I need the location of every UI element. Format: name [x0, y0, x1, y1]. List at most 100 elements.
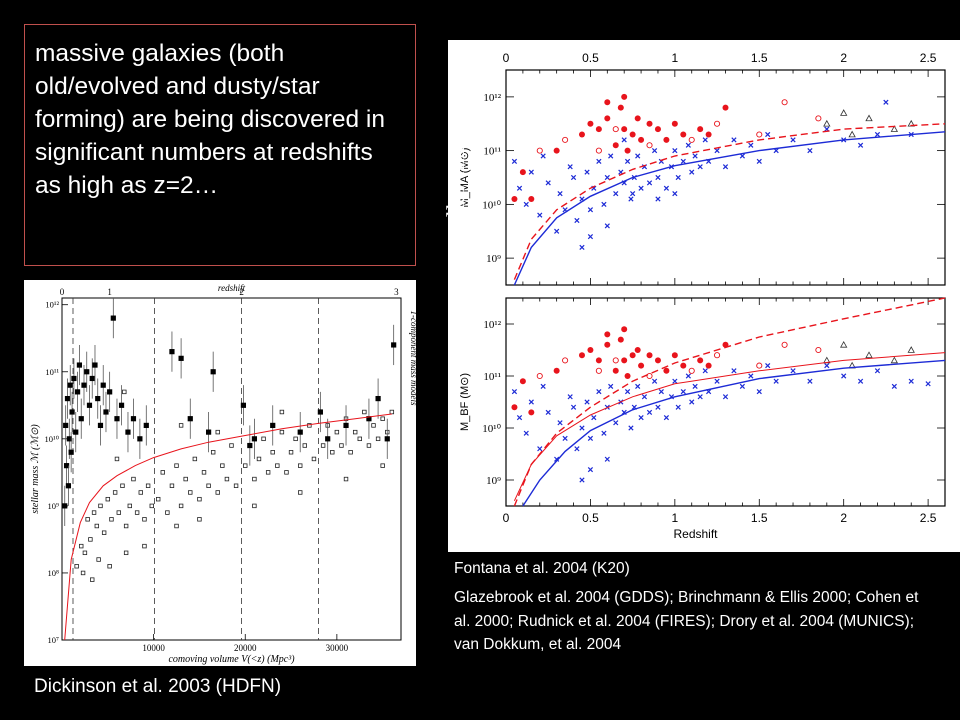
- galaxy-point: [215, 429, 220, 435]
- galaxy-point: [714, 120, 721, 127]
- plot-frame: [505, 69, 946, 286]
- galaxy-point: [748, 373, 754, 379]
- galaxy-point: [587, 207, 594, 213]
- galaxy-point: [112, 490, 118, 495]
- galaxy-point: [840, 340, 848, 348]
- galaxy-point: [663, 414, 670, 421]
- x-tick-label: 2.5: [920, 511, 937, 525]
- galaxy-point: [773, 378, 779, 384]
- galaxy-point: [680, 362, 687, 369]
- galaxy-point: [579, 477, 585, 483]
- galaxy-point: [330, 450, 335, 455]
- summary-text: massive galaxies (both old/evolved and d…: [35, 40, 385, 199]
- galaxy-point: [655, 174, 661, 181]
- galaxy-point: [251, 436, 258, 442]
- galaxy-point: [240, 402, 247, 408]
- galaxy-point: [89, 375, 95, 382]
- galaxy-point: [122, 389, 127, 395]
- galaxy-point: [537, 446, 543, 452]
- galaxy-point: [110, 315, 116, 321]
- galaxy-point: [553, 367, 560, 374]
- galaxy-point: [325, 436, 331, 442]
- galaxy-point: [574, 446, 580, 452]
- galaxy-point: [265, 470, 271, 475]
- galaxy-point: [174, 463, 179, 468]
- galaxy-point: [389, 409, 395, 415]
- galaxy-point: [261, 436, 266, 442]
- galaxy-point: [765, 362, 771, 369]
- galaxy-point: [689, 399, 695, 405]
- galaxy-point: [595, 357, 602, 364]
- galaxy-point: [380, 463, 385, 468]
- galaxy-point: [655, 404, 661, 410]
- x-tick-label: 0: [503, 511, 510, 525]
- series-blue-line: [513, 131, 946, 286]
- galaxy-point: [270, 450, 275, 455]
- galaxy-point: [302, 443, 307, 448]
- series-open-triangle: [823, 109, 915, 138]
- galaxy-point: [672, 148, 678, 154]
- galaxy-point: [612, 126, 619, 133]
- galaxy-point: [635, 153, 641, 159]
- galaxy-point: [629, 131, 636, 138]
- galaxy-point: [672, 378, 678, 384]
- galaxy-point: [841, 373, 847, 379]
- galaxy-point: [334, 429, 340, 435]
- galaxy-point: [156, 496, 161, 502]
- galaxy-point: [671, 352, 678, 359]
- galaxy-point: [252, 503, 257, 509]
- y-axis-label: M_MA (M⊙): [459, 148, 471, 208]
- galaxy-point: [646, 409, 653, 416]
- galaxy-point: [187, 416, 193, 422]
- fontana-chart-panel: 0 0.5 1 1.5 2 2.5 10⁹ 10¹⁰ 10¹¹ 10¹² M_MA (M⊙) 10⁹ 1…: [448, 40, 960, 552]
- galaxy-point: [621, 357, 628, 364]
- galaxy-point: [545, 180, 551, 186]
- galaxy-point: [579, 244, 585, 250]
- galaxy-point: [554, 228, 560, 234]
- galaxy-point: [94, 523, 100, 529]
- galaxy-point: [604, 115, 611, 122]
- galaxy-point: [243, 463, 248, 468]
- galaxy-point: [284, 470, 289, 475]
- fontana-top-panel: 10⁹ 10¹⁰ 10¹¹ 10¹² M_MA (M⊙): [459, 69, 946, 286]
- galaxy-point: [90, 577, 95, 582]
- galaxy-point: [617, 104, 624, 111]
- series-filled-square: [62, 298, 397, 526]
- galaxy-point: [570, 404, 577, 410]
- galaxy-point: [63, 463, 70, 469]
- series-red-line: [64, 413, 392, 641]
- galaxy-point: [815, 346, 822, 354]
- galaxy-point: [391, 342, 397, 348]
- galaxy-point: [567, 164, 573, 170]
- galaxy-point: [537, 212, 543, 218]
- galaxy-point: [339, 443, 344, 448]
- galaxy-point: [519, 378, 526, 385]
- galaxy-point: [95, 395, 101, 402]
- galaxy-point: [604, 331, 611, 338]
- galaxy-point: [570, 174, 577, 181]
- galaxy-point: [105, 496, 111, 502]
- galaxy-point: [654, 357, 661, 364]
- galaxy-point: [621, 326, 628, 333]
- galaxy-point: [536, 372, 543, 380]
- galaxy-point: [595, 126, 602, 133]
- galaxy-point: [183, 476, 188, 482]
- galaxy-point: [714, 352, 721, 359]
- galaxy-point: [613, 191, 619, 197]
- galaxy-point: [178, 355, 184, 361]
- galaxy-point: [624, 373, 631, 379]
- galaxy-point: [731, 137, 737, 143]
- galaxy-point: [63, 422, 69, 429]
- galaxy-point: [655, 196, 661, 202]
- galaxy-point: [675, 404, 681, 410]
- galaxy-point: [67, 382, 73, 388]
- galaxy-point: [256, 456, 262, 462]
- top-x-tick-label: 2: [840, 51, 847, 65]
- galaxy-point: [96, 557, 101, 562]
- galaxy-point: [118, 402, 125, 408]
- galaxy-point: [86, 402, 93, 408]
- galaxy-point: [587, 120, 594, 127]
- galaxy-point: [790, 368, 796, 374]
- galaxy-point: [748, 142, 754, 148]
- model-curve: [522, 359, 946, 507]
